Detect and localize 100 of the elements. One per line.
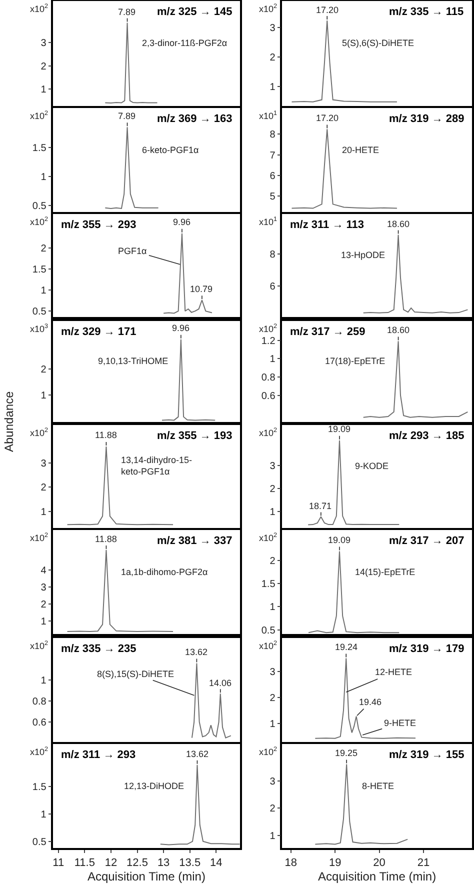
annotation: 18.60 xyxy=(387,325,410,335)
chart-title: m/z 319 → 179 xyxy=(389,643,464,655)
y-tick-label: 2 xyxy=(40,599,47,610)
annotation: 13.62 xyxy=(186,749,209,759)
y-tick-label: 1 xyxy=(40,84,47,96)
y-tick-label: 3 xyxy=(40,458,47,470)
y-tick-label: 0.5 xyxy=(32,201,47,212)
x-tick-label: 12.5 xyxy=(126,856,148,869)
text: m/z 319 → 155 xyxy=(389,749,464,761)
annotation: 14.06 xyxy=(209,678,232,688)
text: m/z 335 → 115 xyxy=(389,6,464,18)
x-tick-label: 18 xyxy=(284,856,297,869)
y-tick-label: 7 xyxy=(270,150,276,162)
annotation: 19.24 xyxy=(335,642,358,652)
y-tick-label: 1 xyxy=(270,830,276,842)
x-tick-label: 13.5 xyxy=(179,856,201,869)
text: x10$^{3}$ xyxy=(30,323,49,334)
y-tick-label: 2 xyxy=(270,484,276,496)
annotation: 13.62 xyxy=(185,647,208,657)
x-tick-label: 19 xyxy=(328,856,342,869)
annotation: 18.60 xyxy=(387,219,410,229)
annotation: 19.09 xyxy=(328,535,351,545)
y-tick-label: 1.5 xyxy=(32,143,47,154)
annotation: 13,14-dihydro-15-keto-PGF1α xyxy=(121,455,192,477)
y-tick-label: 5 xyxy=(270,191,276,202)
y-tick-label: 1 xyxy=(40,676,47,687)
annotation: 9.96 xyxy=(172,323,190,333)
annotation: 12,13-DiHODE xyxy=(124,781,184,791)
text: x10$^{2}$ xyxy=(259,427,278,438)
x-axis-title: Acquisition Time (min) xyxy=(318,869,436,884)
annotation: 9,10,13-TriHOME xyxy=(98,356,168,366)
line-series xyxy=(314,658,416,739)
y-tick-label: 2 xyxy=(40,243,47,254)
y-tick-label: 8 xyxy=(270,130,276,141)
y-tick-label: 1 xyxy=(270,719,276,730)
y-tick-label: 3 xyxy=(40,38,47,50)
y-tick-label: 2 xyxy=(270,52,276,64)
x-axis-title: Acquisition Time (min) xyxy=(87,869,206,884)
annotation: 9-HETE xyxy=(384,718,416,728)
annotation: 11.88 xyxy=(95,534,117,544)
chart-title: m/z 317 → 207 xyxy=(389,535,464,547)
y-tick-label: 6 xyxy=(270,281,276,292)
annotation: 13-HpODE xyxy=(341,250,386,260)
y-tick-label: 3 xyxy=(270,461,276,472)
y-tick-label: 3 xyxy=(270,667,276,678)
y-tick-label: 1 xyxy=(270,506,276,518)
y-tick-label: 2 xyxy=(270,804,276,815)
y-tick-label: 0.6 xyxy=(261,390,276,402)
text: x10$^{1}$ xyxy=(259,110,278,121)
x-tick-label: 11 xyxy=(52,856,64,869)
x-tick-label: 20 xyxy=(373,856,386,869)
line-series xyxy=(308,440,400,526)
y-tick-label: 6 xyxy=(270,170,276,182)
y-tick-label: 2 xyxy=(40,482,47,494)
y-tick-label: 1 xyxy=(40,390,47,402)
text: m/z 329 → 171 xyxy=(61,326,136,338)
annotation: 1a,1b-dihomo-PGF2α xyxy=(121,567,208,577)
annotation: 11.88 xyxy=(95,430,117,440)
text: m/z 319 → 289 xyxy=(389,113,464,125)
text: x10$^{2}$ xyxy=(259,746,278,757)
y-tick-label: 1 xyxy=(270,602,276,614)
text: x10$^{2}$ xyxy=(30,746,49,757)
text: x10$^{2}$ xyxy=(30,532,49,543)
text: x10$^{1}$ xyxy=(259,216,278,227)
line-series xyxy=(191,662,232,738)
x-tick-label: 14 xyxy=(210,856,222,869)
text: x10$^{2}$ xyxy=(259,323,278,334)
annotation: 19.25 xyxy=(335,748,358,758)
text: m/z 355 → 193 xyxy=(157,430,232,442)
x-tick-label: 13 xyxy=(157,856,170,869)
y-tick-label: 2 xyxy=(270,693,276,704)
y-axis-title: Abundance xyxy=(2,390,16,452)
annotation: 12-HETE xyxy=(375,667,412,677)
chart-title: m/z 317 → 259 xyxy=(290,326,366,338)
y-tick-label: 2 xyxy=(270,556,276,568)
chart-title: m/z 335 → 235 xyxy=(61,643,136,655)
text: x10$^{2}$ xyxy=(30,3,49,14)
text: x10$^{2}$ xyxy=(30,216,49,227)
y-tick-label: 3 xyxy=(270,22,276,34)
annotation: 6-keto-PGF1α xyxy=(142,145,199,155)
y-tick-label: 2 xyxy=(40,61,47,72)
annotation: 10.79 xyxy=(190,284,213,294)
annotation: 7.89 xyxy=(118,7,136,17)
y-tick-label: 0.5 xyxy=(261,625,276,636)
text: m/z 293 → 185 xyxy=(389,430,464,442)
annotation: 17.20 xyxy=(316,5,339,15)
text: x10$^{2}$ xyxy=(30,427,49,438)
annotation: 9-KODE xyxy=(355,461,389,471)
chart-title: m/z 369 → 163 xyxy=(157,113,232,125)
y-tick-label: 1.5 xyxy=(32,264,47,276)
x-tick-label: 21 xyxy=(417,856,430,869)
line-series xyxy=(291,128,398,209)
y-tick-label: 3 xyxy=(40,582,47,594)
annotation: 5(S),6(S)-DiHETE xyxy=(342,38,414,48)
line-series xyxy=(314,764,408,845)
annotation: 19.46 xyxy=(359,697,382,707)
chart-title: m/z 355 → 293 xyxy=(61,219,136,231)
y-tick-label: 1 xyxy=(40,172,47,184)
annotation: 17(18)-EpETrE xyxy=(325,356,386,366)
y-tick-label: 0.8 xyxy=(261,372,276,384)
